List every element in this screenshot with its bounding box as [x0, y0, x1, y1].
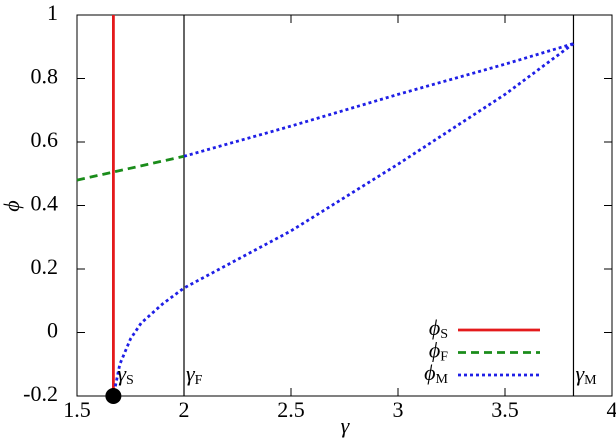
- legend-label: ϕF: [429, 338, 448, 365]
- x-tick-label: 3.5: [491, 397, 519, 422]
- y-axis-label: ϕ: [0, 200, 24, 211]
- y-tick-label: 0.8: [31, 64, 59, 89]
- x-tick-label: 2: [179, 397, 190, 422]
- plot-frame: [76, 14, 613, 397]
- marker-point: [105, 388, 122, 404]
- y-tick-label: 1: [47, 0, 58, 25]
- y-tick-label: -0.2: [23, 381, 58, 406]
- legend-label: ϕM: [424, 360, 448, 387]
- x-axis-label: γ: [341, 413, 351, 438]
- x-tick-label: 1.5: [63, 397, 91, 422]
- reference-label: γM: [575, 361, 597, 388]
- y-tick-label: 0.4: [31, 191, 59, 216]
- y-tick-label: 0.6: [31, 127, 59, 152]
- series-line: [112, 42, 575, 397]
- reference-label: γF: [186, 361, 203, 388]
- x-tick-label: 2.5: [277, 397, 305, 422]
- x-tick-label: 3: [393, 397, 404, 422]
- legend-label: ϕS: [429, 315, 448, 342]
- point-label: γS: [117, 361, 133, 388]
- y-tick-label: 0.2: [31, 254, 59, 279]
- series-line: [76, 154, 185, 182]
- x-tick-label: 4: [607, 397, 616, 422]
- y-tick-label: 0: [47, 318, 58, 343]
